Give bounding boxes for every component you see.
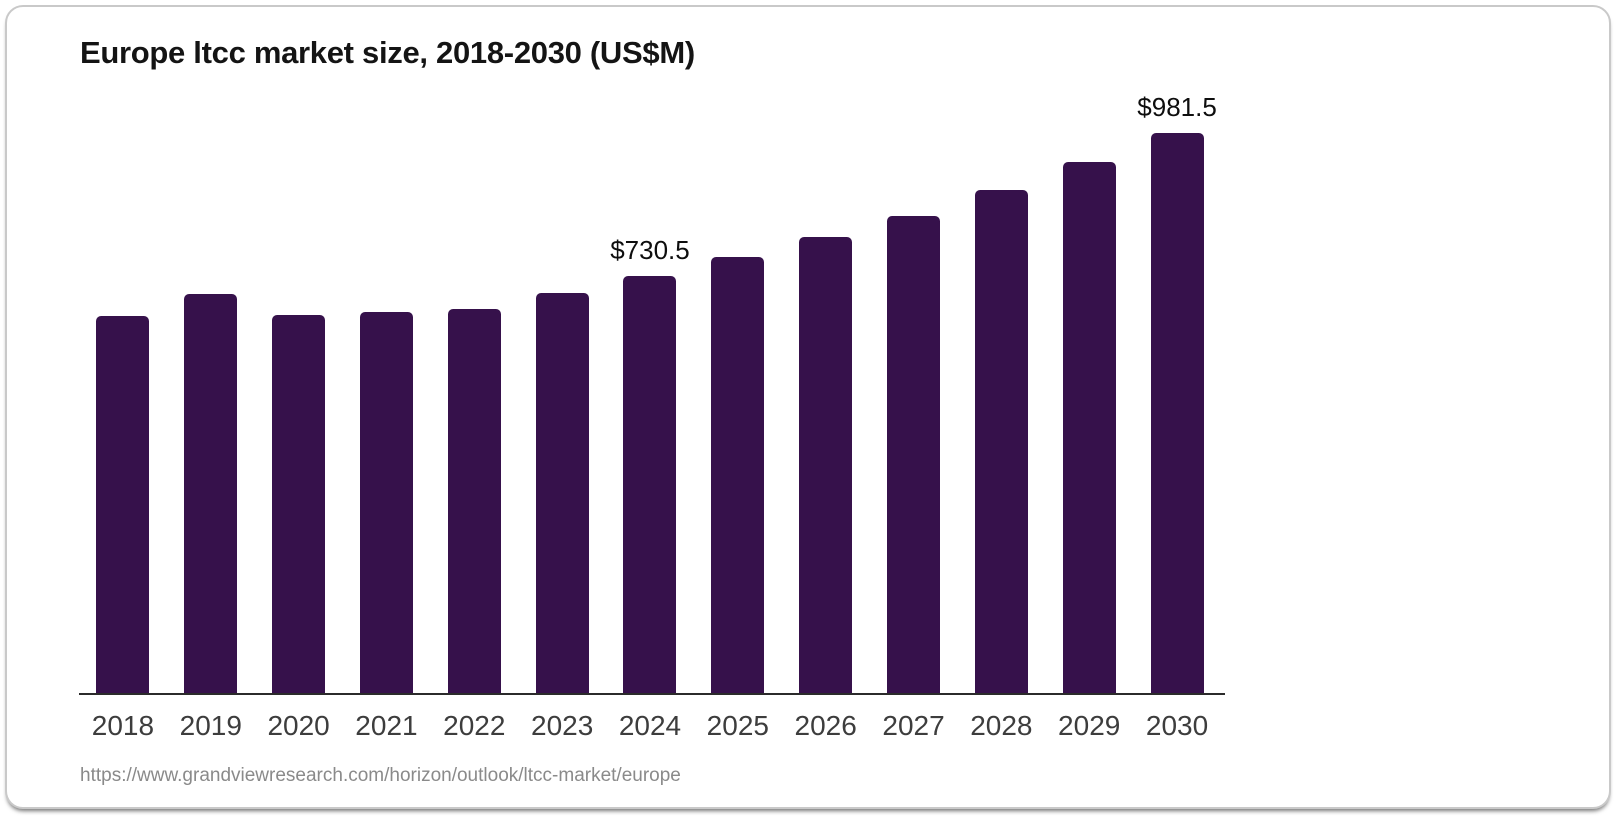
x-tick-2018: 2018 xyxy=(91,710,155,741)
x-axis-line xyxy=(79,693,1225,695)
bar-slot-2024: $730.5 2024 xyxy=(606,106,694,741)
bar-2022 xyxy=(447,309,501,694)
x-tick-2027: 2027 xyxy=(882,710,945,741)
bar-slot-2018: 2018 xyxy=(79,106,167,741)
bar-2028 xyxy=(974,190,1028,694)
bar-slot-2022: 2022 xyxy=(430,106,518,741)
bar-2024 xyxy=(623,276,677,694)
bar-2023 xyxy=(535,293,589,694)
x-tick-2026: 2026 xyxy=(794,710,857,741)
chart-card: Europe ltcc market size, 2018-2030 (US$M… xyxy=(5,5,1611,809)
x-tick-2021: 2021 xyxy=(355,710,418,741)
bar-2027 xyxy=(887,216,941,694)
bar-value-label-2030: $981.5 xyxy=(1137,92,1217,122)
bar-2021 xyxy=(359,312,413,694)
bar-2025 xyxy=(711,257,765,694)
x-tick-2022: 2022 xyxy=(443,710,506,741)
bar-slot-2021: 2021 xyxy=(343,106,431,741)
bar-2020 xyxy=(272,315,326,694)
bar-slot-2019: 2019 xyxy=(167,106,255,741)
bar-slot-2026: 2026 xyxy=(782,106,870,741)
x-tick-2024: 2024 xyxy=(618,710,682,741)
bar-slot-2025: 2025 xyxy=(694,106,782,741)
source-url: https://www.grandviewresearch.com/horizo… xyxy=(80,765,681,786)
bar-2029 xyxy=(1062,162,1116,694)
bar-slot-2029: 2029 xyxy=(1045,106,1133,741)
bar-2019 xyxy=(184,294,238,694)
x-tick-2023: 2023 xyxy=(530,710,594,741)
bar-2030 xyxy=(1150,133,1204,694)
bar-2026 xyxy=(799,237,853,694)
x-tick-2025: 2025 xyxy=(706,710,769,741)
bar-slot-2028: 2028 xyxy=(957,106,1045,741)
x-tick-2020: 2020 xyxy=(267,710,330,741)
x-tick-2030: 2030 xyxy=(1145,710,1209,741)
bar-slot-2027: 2027 xyxy=(870,106,958,741)
chart-title: Europe ltcc market size, 2018-2030 (US$M… xyxy=(80,35,695,70)
x-tick-2028: 2028 xyxy=(970,710,1033,741)
x-tick-2019: 2019 xyxy=(179,710,242,741)
bar-slot-2020: 2020 xyxy=(255,106,343,741)
bar-slot-2023: 2023 xyxy=(518,106,606,741)
bar-2018 xyxy=(96,316,150,694)
bar-slot-2030: $981.5 2030 xyxy=(1133,92,1221,741)
x-tick-2029: 2029 xyxy=(1058,710,1121,741)
plot-area: 2018 2019 2020 2021 2022 2023 $730.5 2024 2025 20… xyxy=(79,92,1221,741)
bar-value-label-2024: $730.5 xyxy=(610,235,690,265)
